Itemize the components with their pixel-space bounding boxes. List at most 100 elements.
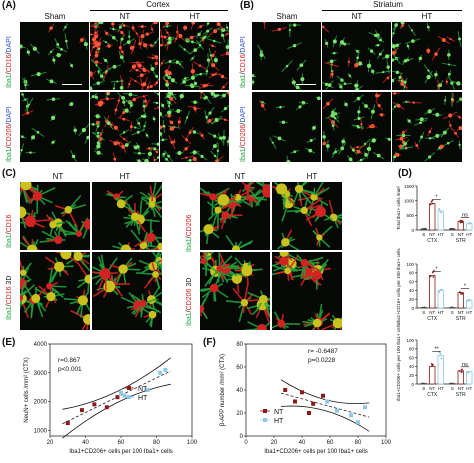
panel-letter-f: (F) (203, 337, 216, 348)
x-tick-label: HT (438, 386, 444, 391)
cell-body (215, 159, 219, 162)
data-point (459, 221, 462, 224)
group-label: STR (456, 392, 466, 398)
cell-body (143, 125, 146, 128)
y-axis-label: NeuN+ cells /mm² (CTX) (24, 357, 30, 423)
cell-body (99, 22, 104, 25)
cell-body (113, 125, 118, 130)
data-point (466, 300, 469, 302)
cell-body (407, 119, 411, 123)
cell-body (220, 263, 231, 274)
cell-body (450, 81, 454, 85)
cell-body (49, 79, 54, 84)
cell-body (202, 84, 207, 88)
y-tick-label: 0 (240, 434, 244, 440)
cell-body (111, 22, 115, 26)
cell-body (314, 206, 326, 218)
confidence-band-lower (62, 383, 171, 439)
cell-body (139, 73, 144, 78)
cell-body (142, 82, 147, 87)
cell-body (211, 63, 216, 68)
scale-bar-b (296, 84, 316, 85)
cell-body (21, 135, 24, 139)
panel-letter-e: (E) (2, 337, 16, 348)
cell-body (99, 268, 111, 280)
legend-label-ht: HT (138, 395, 148, 402)
x-tick-label: NT (458, 310, 464, 315)
cell-body (178, 63, 182, 66)
y-tick-label: 4000 (34, 342, 48, 348)
panel-c-right-row1-label: Iba1/CD206 (186, 214, 193, 252)
data-point (431, 271, 434, 274)
cell-body (131, 64, 136, 69)
cell-body (26, 111, 30, 115)
cell-body (104, 41, 107, 44)
cell-body (148, 201, 156, 208)
cell-body (447, 53, 451, 57)
cell-body (392, 78, 395, 83)
cell-body (386, 76, 390, 80)
micrograph-a-nt-cd206 (90, 92, 159, 162)
panel-a-col-nt: NT (119, 12, 131, 21)
cell-body (402, 130, 405, 134)
y-tick-label: 80 (236, 342, 243, 348)
x-tick-label: 100 (187, 440, 198, 446)
legend-marker (127, 395, 131, 399)
x-tick-label: 40 (299, 440, 306, 446)
cell-body (73, 128, 77, 132)
cell-body (435, 133, 440, 138)
cell-body (56, 52, 61, 58)
cell-body (83, 314, 90, 325)
bar (457, 292, 464, 309)
data-point (423, 382, 426, 385)
cell-body (90, 54, 92, 57)
cell-body (95, 114, 100, 119)
cell-body (77, 295, 88, 306)
micrograph-texture (392, 92, 462, 162)
micrograph-texture (272, 182, 342, 250)
cell-body (332, 317, 342, 329)
group-label: CTX (427, 238, 438, 244)
cell-body (231, 245, 240, 250)
cell-body (162, 152, 166, 156)
cell-body (183, 25, 188, 30)
cell-body (438, 83, 443, 88)
cell-body (190, 83, 194, 87)
cell-body (369, 49, 374, 53)
cell-body (122, 24, 126, 27)
cell-body (357, 110, 361, 114)
scatter-point-nt (283, 388, 288, 392)
cell-body (212, 73, 215, 77)
micrograph-texture (106, 182, 162, 250)
cell-body (217, 194, 230, 206)
scale-bar-a (62, 84, 82, 85)
x-tick-label: HT (438, 310, 444, 315)
cell-body (392, 50, 396, 55)
cell-body (190, 75, 196, 80)
cell-body (189, 35, 194, 40)
cell-body (197, 32, 201, 37)
cell-body (135, 32, 138, 35)
cell-body (203, 224, 214, 235)
cell-body (177, 120, 181, 124)
cell-body (149, 44, 153, 47)
cell-body (366, 146, 372, 152)
cell-body (309, 139, 313, 142)
cell-body (129, 104, 133, 107)
cell-body (428, 155, 432, 159)
data-point (423, 306, 426, 309)
cell-body (121, 144, 125, 149)
cell-body (90, 33, 93, 36)
cell-body (193, 107, 197, 111)
data-point (449, 382, 452, 385)
cell-body (220, 33, 225, 38)
panel-b-region-title: Striatum (373, 0, 403, 9)
y-tick-label: 500 (406, 213, 414, 218)
cell-body (112, 27, 115, 31)
cell-body (116, 80, 119, 83)
cell-body (119, 55, 124, 60)
cell-body (382, 70, 385, 74)
cell-body (221, 211, 230, 220)
cell-body (169, 96, 174, 101)
cell-body (84, 274, 90, 284)
